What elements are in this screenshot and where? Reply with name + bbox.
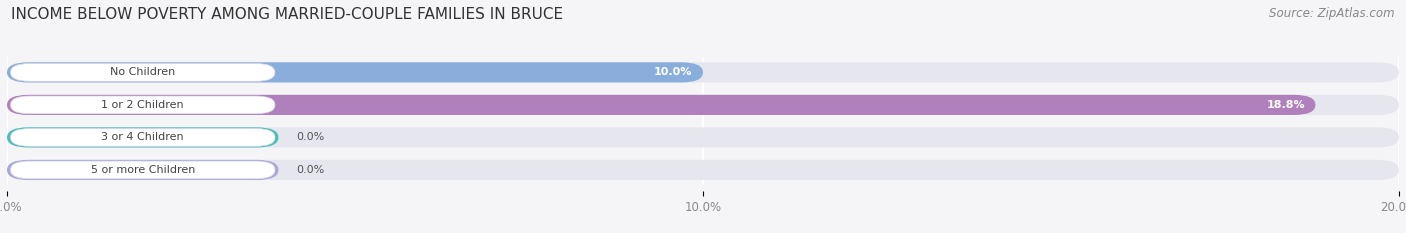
Text: 0.0%: 0.0%: [295, 165, 325, 175]
FancyBboxPatch shape: [10, 96, 276, 114]
FancyBboxPatch shape: [7, 127, 278, 147]
FancyBboxPatch shape: [7, 62, 703, 82]
FancyBboxPatch shape: [7, 95, 1399, 115]
Text: INCOME BELOW POVERTY AMONG MARRIED-COUPLE FAMILIES IN BRUCE: INCOME BELOW POVERTY AMONG MARRIED-COUPL…: [11, 7, 564, 22]
FancyBboxPatch shape: [10, 129, 276, 146]
FancyBboxPatch shape: [7, 62, 1399, 82]
FancyBboxPatch shape: [7, 95, 1316, 115]
FancyBboxPatch shape: [7, 160, 1399, 180]
FancyBboxPatch shape: [7, 160, 278, 180]
FancyBboxPatch shape: [10, 64, 276, 81]
Text: 18.8%: 18.8%: [1267, 100, 1305, 110]
FancyBboxPatch shape: [7, 127, 1399, 147]
Text: No Children: No Children: [110, 67, 176, 77]
Text: Source: ZipAtlas.com: Source: ZipAtlas.com: [1270, 7, 1395, 20]
Text: 3 or 4 Children: 3 or 4 Children: [101, 132, 184, 142]
Text: 0.0%: 0.0%: [295, 132, 325, 142]
Text: 1 or 2 Children: 1 or 2 Children: [101, 100, 184, 110]
FancyBboxPatch shape: [10, 161, 276, 179]
Text: 5 or more Children: 5 or more Children: [90, 165, 195, 175]
Text: 10.0%: 10.0%: [654, 67, 693, 77]
